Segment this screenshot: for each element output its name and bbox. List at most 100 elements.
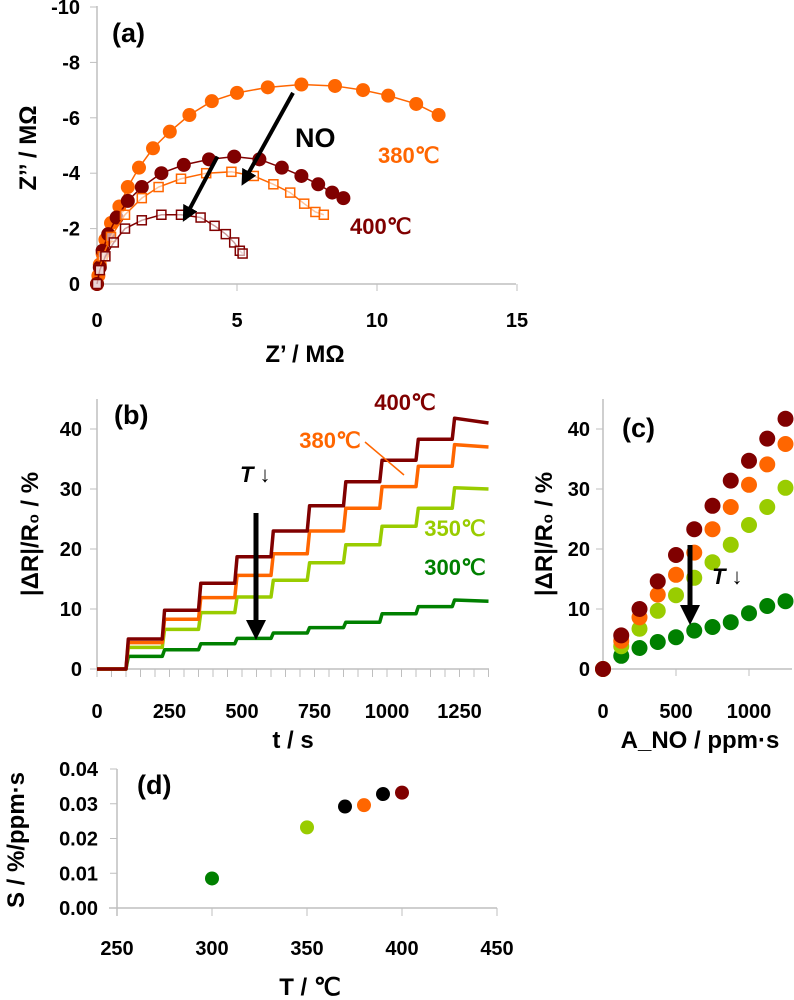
b-series-line (97, 416, 489, 671)
panel-label-d: (d) (137, 770, 171, 800)
c-x-axis-title: A_NO / ppm·s (621, 727, 780, 754)
c-point (759, 456, 776, 473)
a-point (228, 237, 240, 248)
c-y-axis-title: |ΔR|/R₀ / % (531, 472, 558, 596)
a-point (294, 168, 309, 183)
c-point (668, 547, 684, 563)
c-point (631, 601, 648, 617)
c-point (741, 605, 757, 622)
a-point (175, 209, 187, 220)
c-point (722, 536, 739, 553)
a-x-tick-label: 0 (91, 310, 102, 332)
b-y-axis-title: |ΔR|/R₀ / % (17, 472, 44, 596)
a-point (294, 77, 309, 92)
a-point (156, 209, 167, 220)
d-x-tick-label: 450 (480, 938, 513, 960)
c-label-trend: T ↓ (712, 564, 743, 589)
a-point (100, 251, 111, 262)
c-point (686, 622, 703, 639)
d-y-tick-label: 0.01 (59, 863, 98, 885)
a-point (195, 212, 206, 223)
panel-label-b: (b) (114, 400, 148, 430)
b-label-380: 380℃ (299, 428, 360, 453)
a-point (325, 185, 340, 200)
c-point (649, 602, 666, 619)
a-point (237, 248, 248, 259)
panel-b (90, 399, 489, 677)
c-point (759, 430, 776, 447)
b-x-axis-title: t / s (272, 727, 313, 754)
b-x-tick-label: 500 (225, 701, 258, 723)
panel-label-a: (a) (112, 18, 145, 48)
panel-a (90, 6, 518, 291)
b-label-400: 400℃ (374, 390, 435, 415)
a-point (136, 215, 148, 226)
c-point (722, 472, 739, 489)
c-point (722, 499, 739, 515)
c-x-tick-label: 0 (597, 701, 608, 723)
a-y-tick-label: 0 (69, 274, 80, 296)
d-y-tick-label: 0.00 (59, 898, 98, 920)
d-y-tick-label: 0.04 (59, 759, 99, 781)
c-point (777, 479, 794, 496)
d-x-tick-label: 300 (195, 938, 228, 960)
a-point (328, 78, 342, 93)
d-x-tick-label: 400 (385, 938, 418, 960)
c-point (704, 619, 721, 635)
b-series-line (97, 598, 489, 671)
c-point (613, 627, 630, 644)
b-x-tick-label: 0 (91, 701, 102, 723)
c-point (777, 410, 794, 427)
a-point (162, 124, 177, 139)
c-y-tick-label: 20 (568, 539, 590, 561)
panel-c (595, 399, 794, 677)
c-point (649, 573, 666, 590)
a-point (175, 173, 187, 184)
a-point (274, 160, 289, 175)
a-point (119, 223, 131, 234)
b-x-tick-label: 750 (298, 701, 331, 723)
b-label-300: 300℃ (424, 555, 485, 580)
b-y-tick-label: 0 (71, 659, 82, 681)
a-point (119, 209, 131, 220)
d-x-axis-title: T / ℃ (279, 974, 341, 1000)
b-leader-line (364, 441, 405, 476)
b-x-tick-label: 1000 (365, 701, 410, 723)
a-y-tick-label: -4 (62, 163, 81, 185)
c-point (704, 554, 721, 571)
b-label-trend: T ↓ (240, 462, 271, 487)
c-point (759, 598, 776, 614)
a-point (120, 193, 135, 208)
c-point (741, 517, 757, 533)
a-point (120, 180, 135, 195)
c-point (759, 499, 776, 515)
c-point (777, 436, 794, 452)
a-point (336, 191, 351, 206)
a-point (209, 220, 220, 232)
a-point (136, 192, 148, 204)
b-y-tick-label: 40 (60, 419, 82, 441)
a-point (227, 149, 242, 164)
a-label-380: 380℃ (378, 143, 439, 168)
a-point (409, 96, 424, 111)
c-point (741, 476, 757, 493)
b-x-tick-label: 1250 (437, 701, 482, 723)
c-point (704, 497, 721, 514)
a-point (230, 85, 244, 100)
a-x-tick-label: 5 (231, 310, 242, 332)
c-point (741, 452, 757, 469)
a-point (204, 94, 219, 109)
c-point (668, 587, 684, 604)
a-point (146, 141, 160, 156)
a-x-axis-title: Z’ / MΩ (265, 341, 344, 368)
a-point (311, 177, 326, 192)
a-y-axis-title: Z’’ / MΩ (15, 105, 42, 190)
a-point (153, 181, 164, 193)
a-point (154, 166, 169, 181)
d-y-axis-title: S / %/ppm·s (3, 772, 30, 908)
c-point (631, 640, 648, 656)
a-arrow (241, 91, 295, 186)
c-x-tick-label: 500 (659, 701, 692, 723)
a-x-tick-label: 10 (366, 310, 388, 332)
